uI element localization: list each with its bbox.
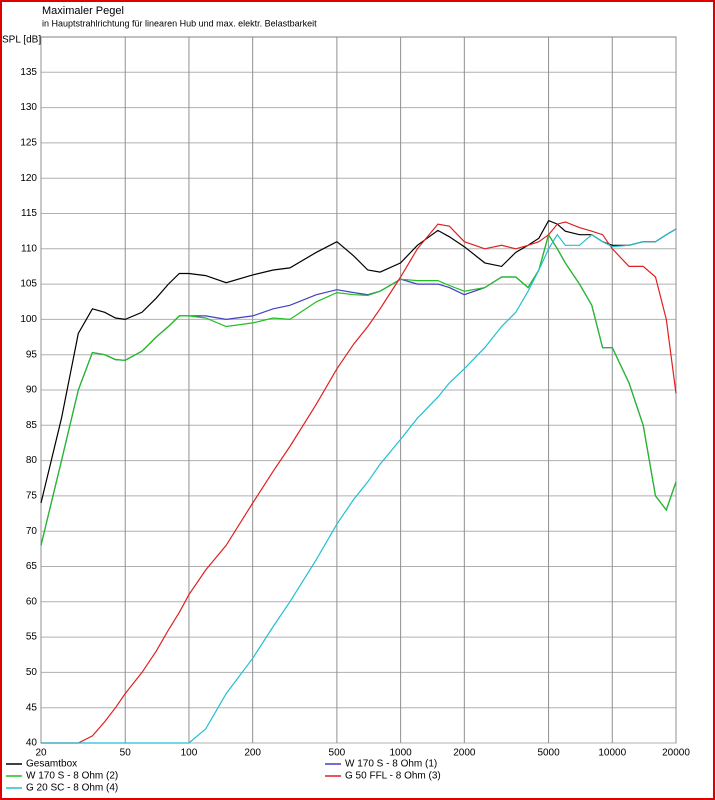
legend-label: G 20 SC - 8 Ohm (4) (26, 783, 118, 794)
y-tick-label: 45 (26, 702, 38, 713)
legend-label: W 170 S - 8 Ohm (2) (26, 771, 118, 782)
x-tick-label: 50 (120, 748, 132, 759)
y-tick-label: 70 (26, 526, 38, 537)
y-tick-label: 40 (26, 738, 38, 749)
legend-label: W 170 S - 8 Ohm (1) (345, 759, 437, 770)
series-line (41, 221, 677, 744)
y-tick-label: 55 (26, 632, 38, 643)
y-tick-label: 65 (26, 561, 38, 572)
x-tick-label: 20 (35, 748, 47, 759)
y-tick-label: 60 (26, 596, 38, 607)
x-tick-label: 1000 (389, 748, 412, 759)
y-tick-label: 75 (26, 491, 38, 502)
series-line (40, 219, 677, 504)
y-axis-label: SPL [dB] (2, 35, 41, 46)
x-tick-label: 2000 (453, 748, 476, 759)
y-tick-label: 100 (20, 314, 37, 325)
y-tick-label: 135 (20, 67, 37, 78)
series-line (40, 233, 677, 546)
x-tick-label: 20000 (662, 748, 690, 759)
x-tick-label: 100 (181, 748, 198, 759)
x-tick-label: 10000 (598, 748, 626, 759)
chart-title: Maximaler Pegel (42, 5, 124, 17)
legend-label: G 50 FFL - 8 Ohm (3) (345, 771, 441, 782)
y-tick-label: 125 (20, 138, 37, 149)
series-line (41, 228, 677, 744)
y-tick-label: 105 (20, 279, 37, 290)
y-tick-label: 130 (20, 102, 37, 113)
x-tick-label: 5000 (537, 748, 560, 759)
y-tick-label: 110 (21, 243, 37, 254)
chart-subtitle: in Hauptstrahlrichtung für linearen Hub … (42, 18, 317, 28)
x-tick-label: 200 (244, 748, 261, 759)
y-tick-label: 95 (26, 349, 38, 360)
y-tick-label: 80 (26, 455, 38, 466)
y-tick-label: 50 (26, 667, 38, 678)
y-tick-label: 85 (26, 420, 38, 431)
y-tick-label: 90 (26, 385, 38, 396)
x-tick-label: 500 (329, 748, 346, 759)
y-tick-label: 115 (21, 208, 37, 219)
legend-label: Gesamtbox (26, 759, 77, 770)
y-tick-label: 120 (20, 173, 37, 184)
